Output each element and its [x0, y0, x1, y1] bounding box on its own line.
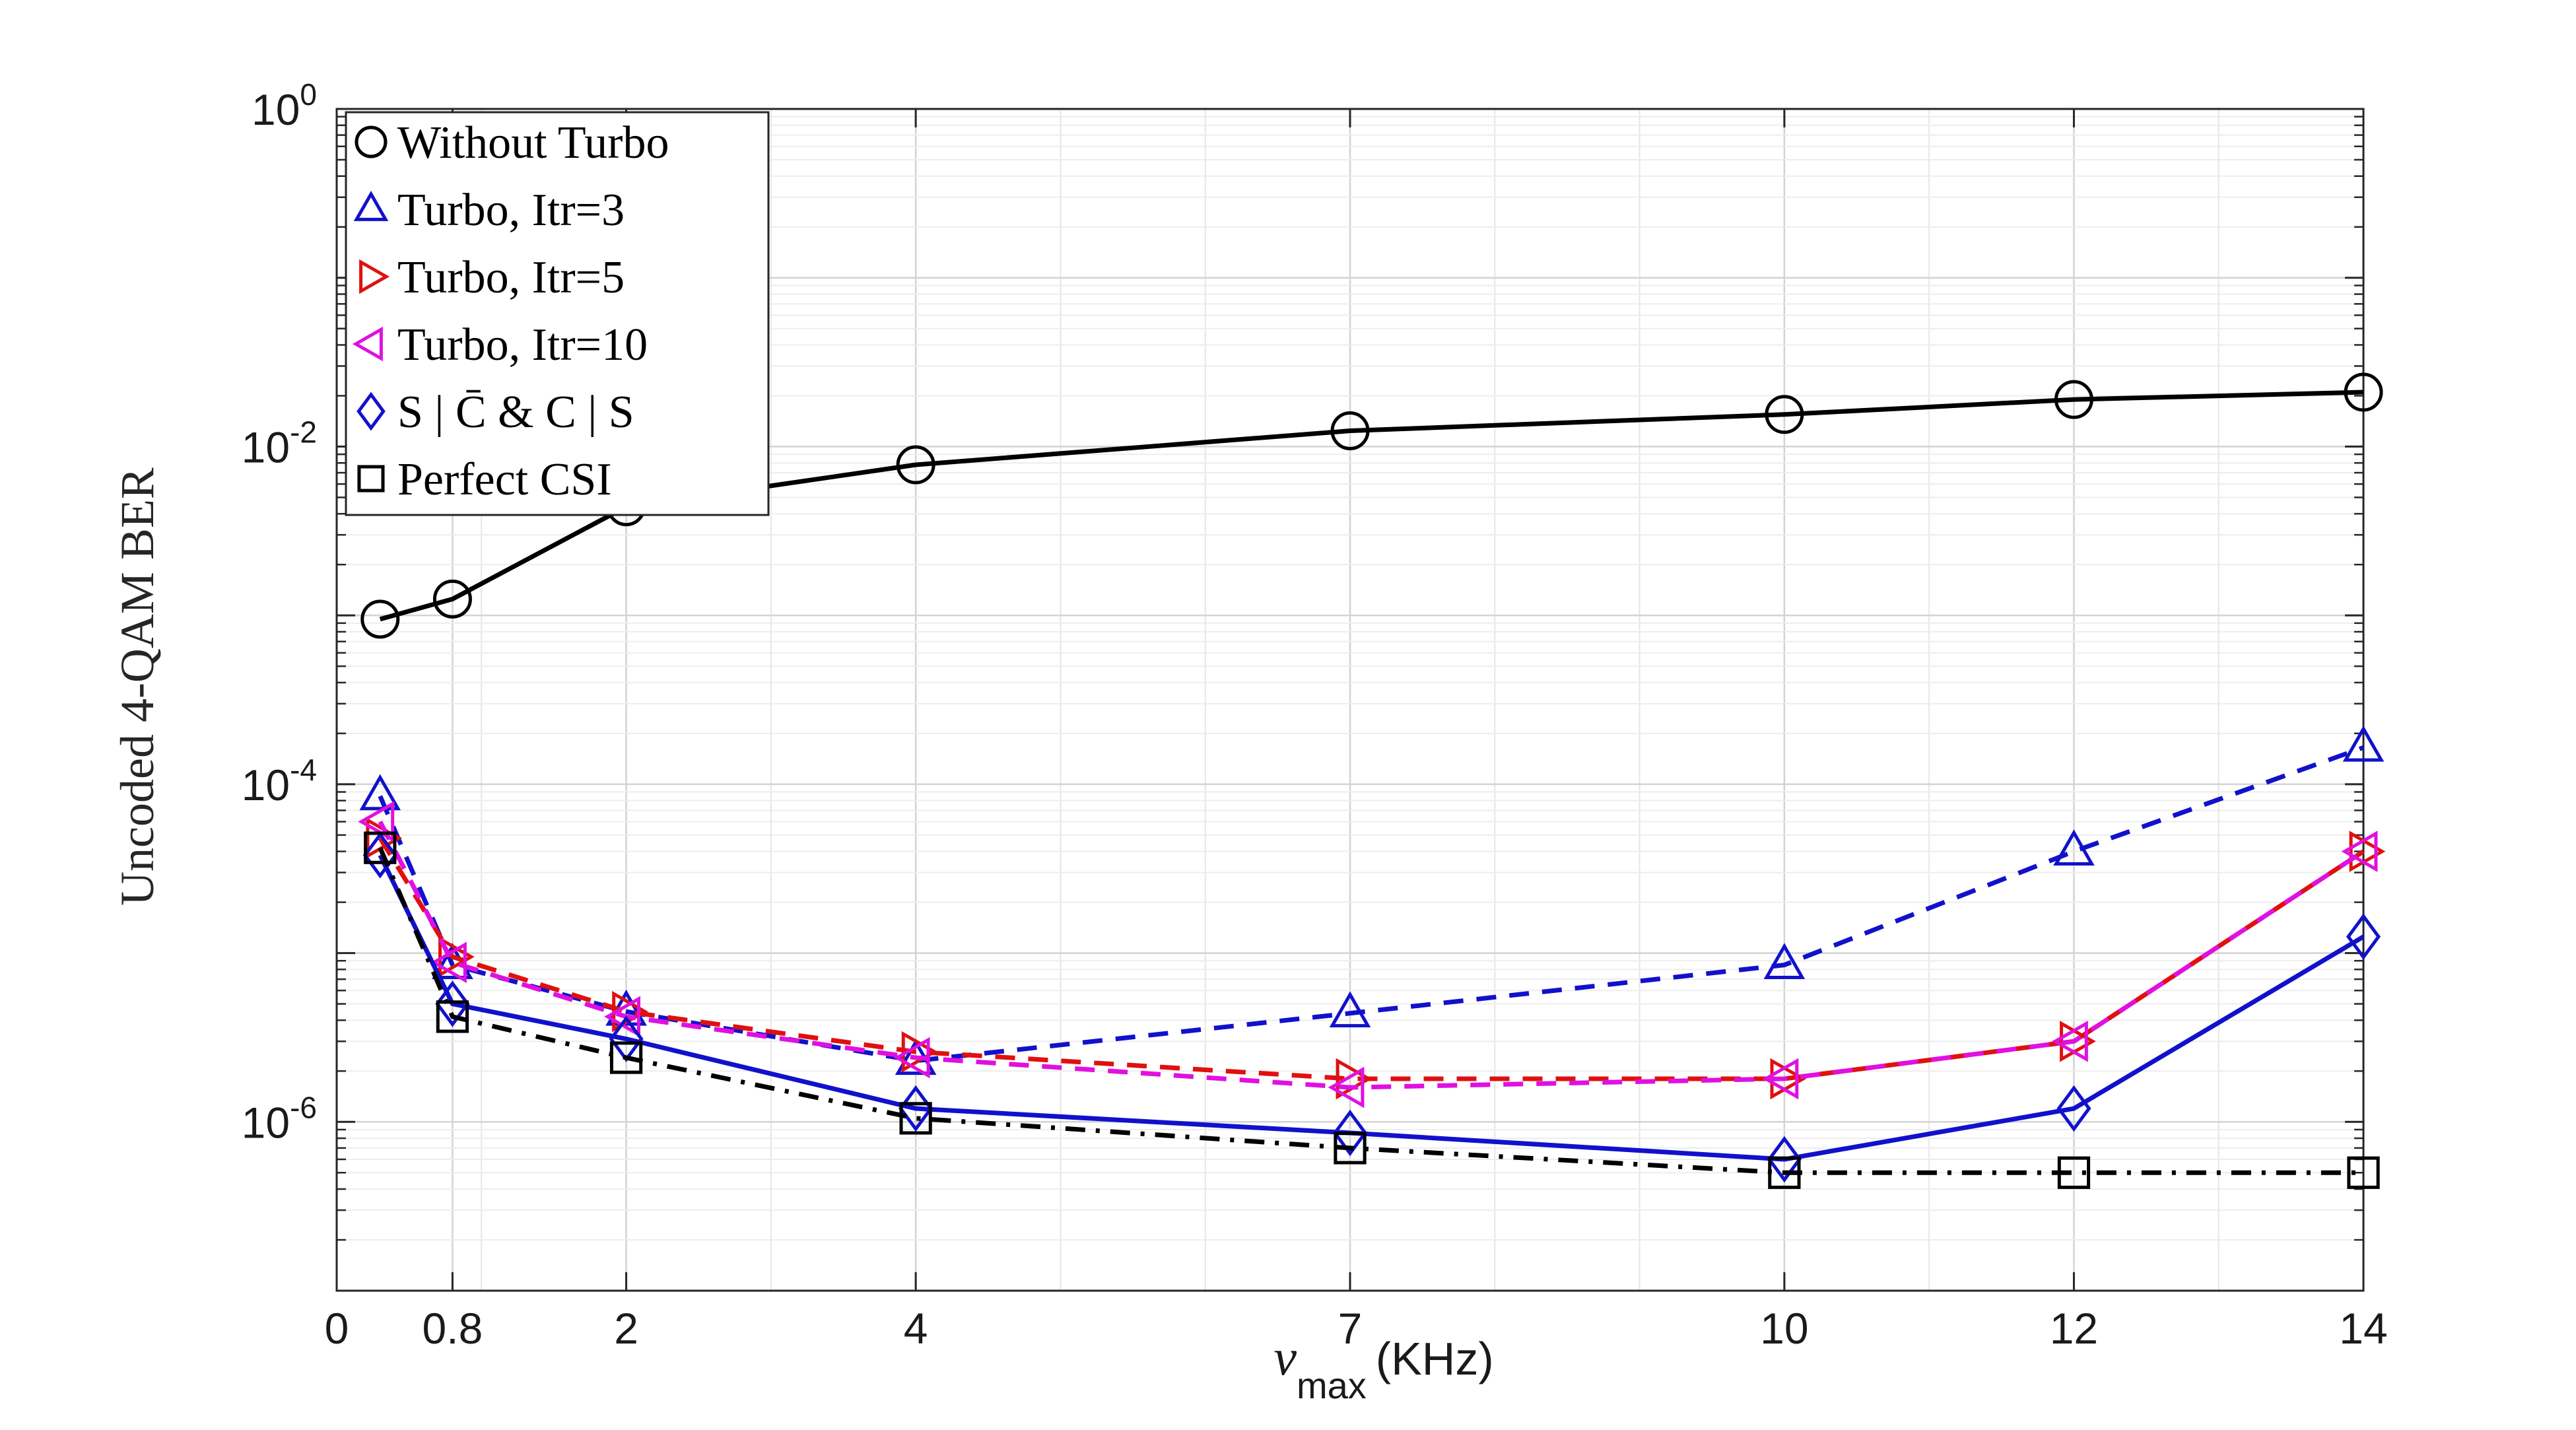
data-point-marker [438, 936, 475, 978]
x-tick-label: 0.8 [423, 1304, 483, 1353]
series-line [378, 854, 2365, 1162]
data-point-marker [364, 831, 397, 864]
x-tick-label: 0 [325, 1304, 349, 1353]
data-point-marker [1334, 1132, 1367, 1165]
data-point-marker [898, 1085, 933, 1132]
data-point-marker [2347, 1156, 2380, 1189]
legend-item: Turbo, Itr=10 [352, 320, 648, 370]
data-point-marker [355, 125, 388, 158]
data-point-marker [1768, 1156, 1801, 1189]
data-point-marker [2342, 725, 2385, 762]
x-axis-label: νmax(KHz) [1273, 1328, 1493, 1406]
legend-label: Turbo, Itr=10 [397, 320, 648, 370]
data-point-marker [1328, 1066, 1365, 1108]
y-tick-label: 10-2 [242, 415, 317, 471]
y-axis-label: Uncoded 4-QAM BER [111, 467, 164, 906]
series-1 [360, 372, 2383, 639]
legend-item: Turbo, Itr=5 [359, 252, 625, 303]
data-point-marker [432, 579, 472, 619]
legend-box [345, 111, 770, 516]
data-point-marker [2052, 1020, 2088, 1062]
data-point-marker [436, 1000, 469, 1033]
data-point-marker [2057, 1156, 2091, 1189]
series-layer [358, 372, 2386, 1189]
data-point-marker [2060, 1020, 2096, 1062]
data-point-marker [356, 392, 386, 431]
data-point-marker [2346, 913, 2381, 961]
legend-label: Turbo, Itr=5 [397, 252, 625, 303]
x-axis-label-symbol: ν [1273, 1328, 1297, 1386]
legend-item: Perfect CSI [357, 454, 612, 505]
x-tick-label: 4 [904, 1304, 928, 1353]
x-axis-label-unit: (KHz) [1376, 1333, 1494, 1384]
data-point-marker [353, 190, 389, 221]
legend-item: Turbo, Itr=3 [353, 185, 625, 236]
series-2 [359, 725, 2385, 1075]
legend-label: S | C̄ & C | S [397, 387, 634, 438]
y-tick-label: 10-4 [242, 753, 317, 809]
series-line [378, 846, 2363, 1175]
data-point-marker [362, 832, 397, 879]
x-tick-label: 7 [1338, 1304, 1363, 1353]
data-point-marker [1329, 991, 1371, 1028]
series-6 [364, 831, 2380, 1189]
data-point-marker [1765, 395, 1804, 434]
data-point-marker [609, 1041, 643, 1074]
data-point-marker [2341, 831, 2378, 872]
axis-labels: Uncoded 4-QAM BER νmax(KHz) [111, 467, 1494, 1406]
legend-label: Without Turbo [397, 118, 669, 168]
y-tick-label: 100 [252, 77, 317, 134]
data-point-marker [2056, 1085, 2091, 1132]
data-point-marker [2349, 831, 2386, 872]
data-point-marker [1332, 1109, 1368, 1157]
x-tick-label: 10 [1760, 1304, 1808, 1353]
data-point-marker [2053, 829, 2095, 866]
data-point-marker [2054, 380, 2093, 419]
data-point-marker [1762, 1058, 1799, 1100]
data-point-marker [358, 801, 395, 842]
data-point-marker [1767, 1136, 1802, 1183]
data-point-marker [604, 996, 640, 1038]
series-line [378, 836, 2365, 1081]
data-point-marker [359, 774, 401, 811]
axis-ticks: 0 0.8 2 4 7 10 12 14 100 10-2 10-4 10-6 [242, 77, 2388, 1353]
x-tick-label: 12 [2050, 1304, 2098, 1353]
data-point-marker [435, 980, 470, 1027]
data-point-marker [430, 941, 467, 984]
legend: Without Turbo Turbo, Itr=3 Turbo, Itr=5 Tur… [345, 111, 770, 516]
data-point-marker [2344, 372, 2383, 412]
data-point-marker [1763, 943, 1806, 980]
series-4 [358, 801, 2378, 1108]
x-axis-label-subscript: max [1297, 1365, 1367, 1406]
legend-label: Perfect CSI [397, 454, 612, 505]
data-point-marker [360, 599, 400, 639]
y-tick-label: 10-6 [242, 1090, 317, 1147]
x-tick-label: 14 [2339, 1304, 2387, 1353]
data-point-marker [1330, 411, 1370, 451]
legend-item: Without Turbo [355, 118, 669, 168]
data-point-marker [899, 1102, 932, 1135]
data-point-marker [357, 465, 385, 493]
data-point-marker [896, 445, 935, 485]
series-line [379, 390, 2364, 622]
legend-item: S | C̄ & C | S [356, 387, 634, 438]
series-line [378, 745, 2365, 1064]
data-point-marker [893, 1037, 930, 1079]
data-point-marker [352, 326, 383, 362]
data-point-marker [901, 1031, 938, 1073]
data-point-marker [359, 259, 390, 294]
x-tick-label: 2 [614, 1304, 638, 1353]
legend-label: Turbo, Itr=3 [397, 185, 625, 236]
